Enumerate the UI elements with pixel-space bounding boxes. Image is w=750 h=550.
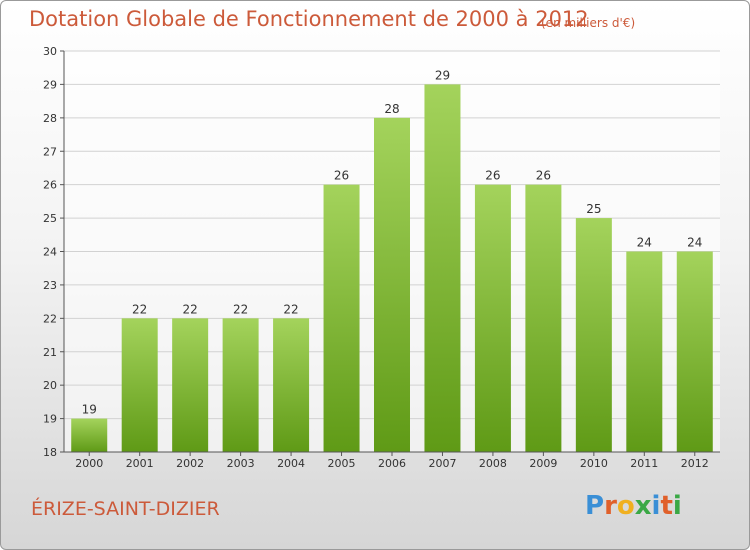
bar	[626, 251, 663, 452]
bar	[121, 318, 158, 452]
bar	[323, 184, 360, 452]
y-tick-label: 23	[43, 279, 57, 292]
brand-letter: o	[616, 491, 635, 521]
y-tick-label: 21	[43, 346, 57, 359]
data-label: 26	[485, 169, 500, 183]
y-tick-label: 18	[43, 446, 57, 459]
data-label: 22	[233, 302, 248, 316]
data-label: 28	[384, 102, 399, 116]
x-tick-label: 2000	[75, 457, 103, 470]
y-tick-label: 19	[43, 413, 57, 426]
brand-letter: t	[660, 491, 673, 521]
data-label: 26	[536, 169, 551, 183]
bar	[474, 184, 511, 452]
bar	[525, 184, 562, 452]
bar	[273, 318, 310, 452]
x-tick-label: 2007	[428, 457, 456, 470]
x-tick-label: 2006	[378, 457, 406, 470]
data-label: 25	[586, 202, 601, 216]
data-label: 19	[82, 403, 97, 417]
y-tick-label: 22	[43, 312, 57, 325]
units-label: (en milliers d'€)	[541, 16, 636, 30]
bar	[676, 251, 713, 452]
x-tick-label: 2001	[126, 457, 154, 470]
x-tick-label: 2005	[328, 457, 356, 470]
data-label: 29	[435, 68, 450, 82]
brand-letter: P	[585, 491, 605, 521]
brand-letter: i	[672, 491, 682, 521]
y-tick-label: 28	[43, 112, 57, 125]
bar	[575, 218, 612, 452]
data-label: 22	[132, 302, 147, 316]
data-label: 22	[283, 302, 298, 316]
bar	[222, 318, 259, 452]
brand-letter: r	[604, 491, 617, 521]
y-tick-label: 24	[43, 246, 57, 259]
commune-name: ÉRIZE-SAINT-DIZIER	[31, 498, 220, 520]
x-tick-label: 2011	[630, 457, 658, 470]
x-tick-label: 2010	[580, 457, 608, 470]
x-tick-label: 2002	[176, 457, 204, 470]
y-tick-label: 20	[43, 379, 57, 392]
y-tick-label: 27	[43, 145, 57, 158]
data-label: 26	[334, 169, 349, 183]
bar	[424, 84, 461, 453]
bar	[71, 418, 108, 452]
chart-title: Dotation Globale de Fonctionnement de 20…	[29, 7, 589, 31]
y-tick-label: 29	[43, 78, 57, 91]
brand-letter: x	[634, 491, 652, 521]
bar	[172, 318, 209, 452]
brand-letter: i	[651, 491, 661, 521]
data-label: 22	[183, 302, 198, 316]
y-tick-label: 26	[43, 179, 57, 192]
data-label: 24	[687, 236, 702, 250]
data-label: 24	[637, 236, 652, 250]
x-tick-label: 2009	[529, 457, 557, 470]
x-tick-label: 2003	[227, 457, 255, 470]
x-tick-label: 2004	[277, 457, 305, 470]
x-tick-label: 2008	[479, 457, 507, 470]
bar	[374, 117, 410, 452]
y-tick-label: 30	[43, 45, 57, 58]
y-tick-label: 25	[43, 212, 57, 225]
proxiti-logo: Proxiti	[585, 491, 682, 521]
x-tick-label: 2012	[681, 457, 709, 470]
